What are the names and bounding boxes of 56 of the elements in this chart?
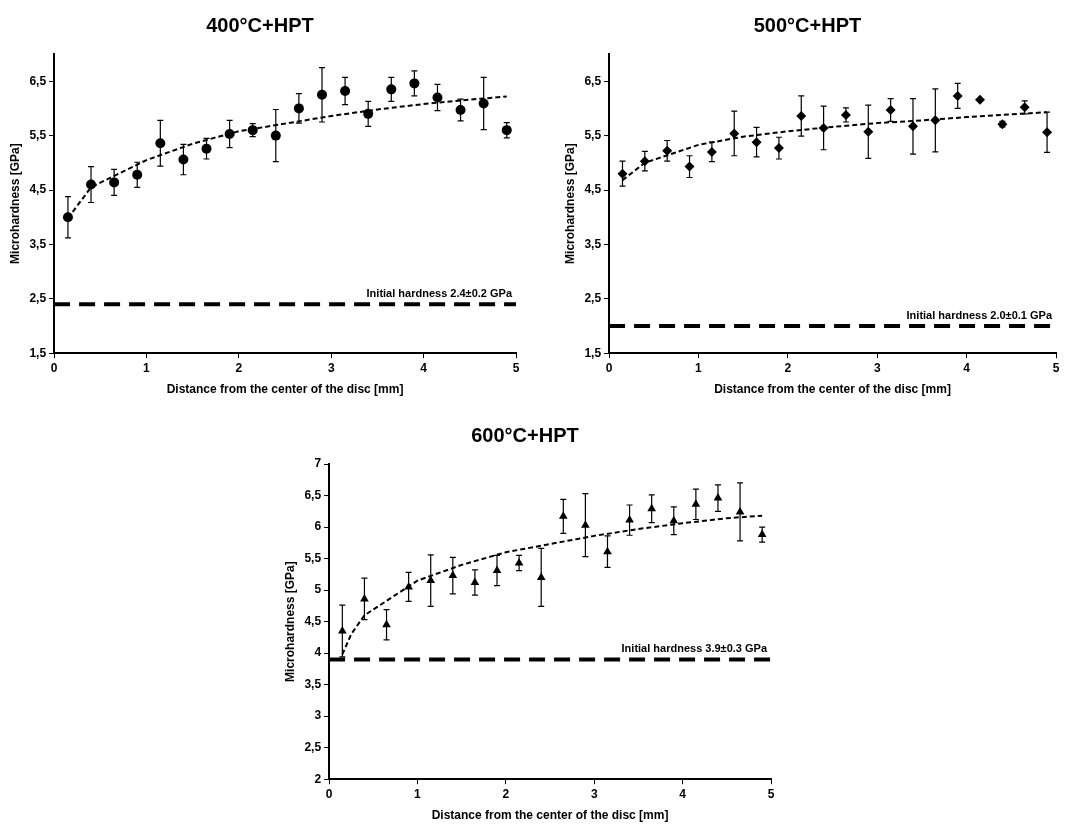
y-tick-label: 1,5 xyxy=(29,345,47,360)
x-tick-label: 3 xyxy=(327,360,335,375)
y-tick-label: 3 xyxy=(314,708,322,723)
y-tick-label: 7 xyxy=(314,456,322,471)
chart-title: 400°C+HPT xyxy=(206,13,314,36)
x-tick-label: 0 xyxy=(605,360,613,375)
y-tick-label: 2,5 xyxy=(584,291,602,306)
x-tick-label: 2 xyxy=(784,360,792,375)
point xyxy=(975,94,986,105)
x-tick-label: 2 xyxy=(502,786,510,801)
x-tick-label: 5 xyxy=(1052,360,1060,375)
y-tick-label: 4 xyxy=(314,645,322,660)
x-axis-title: Distance from the center of the disc [mm] xyxy=(431,808,669,823)
y-tick-label: 6,5 xyxy=(304,487,322,502)
x-tick-label: 3 xyxy=(873,360,881,375)
y-axis-title: Microhardness [GPa] xyxy=(562,143,577,264)
point xyxy=(363,108,374,119)
y-tick-label: 5,5 xyxy=(29,127,47,142)
x-tick-label: 5 xyxy=(512,360,520,375)
y-tick-label: 6,5 xyxy=(584,73,602,88)
x-tick-label: 1 xyxy=(414,786,422,801)
y-tick-label: 2 xyxy=(314,771,322,786)
x-tick-label: 1 xyxy=(695,360,703,375)
x-tick-label: 5 xyxy=(767,786,775,801)
y-axis-title: Microhardness [GPa] xyxy=(7,143,22,264)
y-tick-label: 4,5 xyxy=(29,182,47,197)
y-tick-label: 4,5 xyxy=(584,182,602,197)
y-tick-label: 5,5 xyxy=(584,127,602,142)
x-tick-label: 0 xyxy=(50,360,58,375)
y-tick-label: 6 xyxy=(314,519,322,534)
y-tick-label: 3,5 xyxy=(584,236,602,251)
y-tick-label: 6,5 xyxy=(29,73,47,88)
y-tick-label: 3,5 xyxy=(304,676,322,691)
y-tick-label: 4,5 xyxy=(304,613,322,628)
y-tick-label: 5 xyxy=(314,582,322,597)
x-axis-title: Distance from the center of the disc [mm] xyxy=(166,382,404,397)
y-tick-label: 2,5 xyxy=(304,739,322,754)
y-tick-label: 5,5 xyxy=(304,550,322,565)
point xyxy=(625,515,634,523)
x-tick-label: 2 xyxy=(235,360,243,375)
y-tick-label: 2,5 xyxy=(29,291,47,306)
chart-title: 600°C+HPT xyxy=(471,423,579,446)
x-tick-label: 4 xyxy=(963,360,971,375)
y-tick-label: 3,5 xyxy=(29,236,47,251)
ref-line-label: Initial hardness 2.0±0.1 GPa xyxy=(906,308,1053,321)
point xyxy=(338,626,347,634)
y-axis-title: Microhardness [GPa] xyxy=(282,561,297,682)
ref-line-label: Initial hardness 2.4±0.2 GPa xyxy=(366,286,513,299)
x-axis-title: Distance from the center of the disc [mm] xyxy=(714,382,951,397)
x-tick-label: 4 xyxy=(679,786,687,801)
y-tick-label: 1,5 xyxy=(584,345,602,360)
x-tick-label: 0 xyxy=(325,786,333,801)
x-tick-label: 1 xyxy=(143,360,151,375)
x-tick-label: 4 xyxy=(420,360,428,375)
ref-line-label: Initial hardness 3.9±0.3 GPa xyxy=(621,641,768,654)
chart-title: 500°C+HPT xyxy=(753,13,862,36)
